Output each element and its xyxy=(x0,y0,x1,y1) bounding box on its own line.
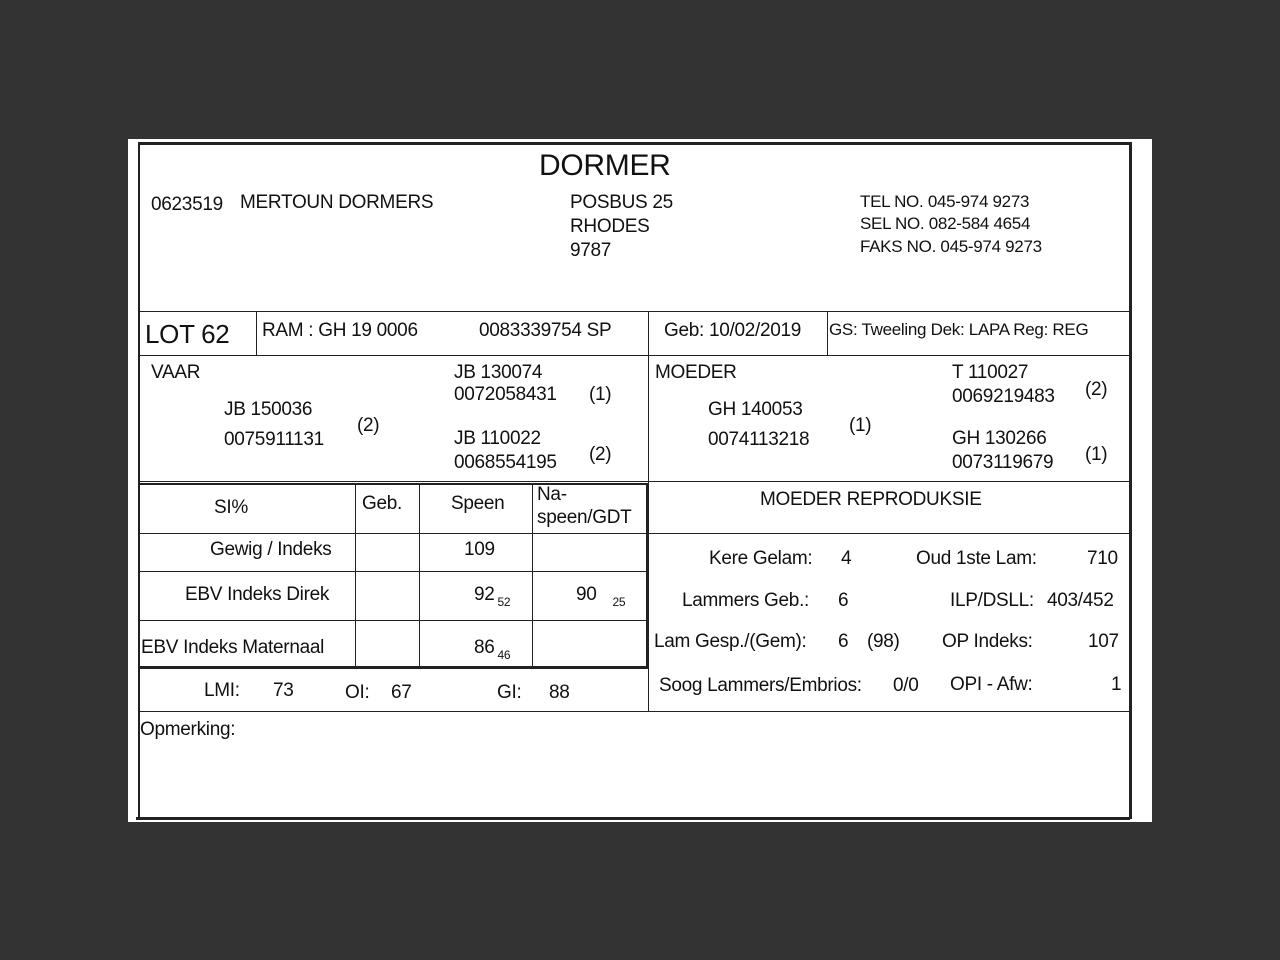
kere-value: 4 xyxy=(841,548,852,569)
oud-label: Oud 1ste Lam: xyxy=(916,548,1037,569)
page-title: DORMER xyxy=(539,149,671,182)
lot-number: LOT 62 xyxy=(145,319,230,349)
divider xyxy=(138,620,648,621)
divider xyxy=(138,355,1131,356)
vm-id: JB 110022 xyxy=(454,428,541,449)
ram-reg-no: 0083339754 SP xyxy=(479,320,612,341)
vm-n: (2) xyxy=(589,444,612,465)
mm-n: (1) xyxy=(1085,444,1108,465)
contact-line: SEL NO. 082-584 4654 xyxy=(860,214,1031,233)
kere-label: Kere Gelam: xyxy=(709,548,813,569)
mv-no: 0069219483 xyxy=(952,386,1055,407)
ilp-label: ILP/DSLL: xyxy=(950,590,1034,611)
breeder-id: 0623519 xyxy=(151,194,223,215)
divider xyxy=(138,711,1131,712)
accuracy: 46 xyxy=(497,648,511,662)
gi-label: GI: xyxy=(497,682,522,703)
na-value: 90 25 xyxy=(576,584,626,609)
vdivider xyxy=(648,311,649,711)
contact-line: TEL NO. 045-974 9273 xyxy=(860,192,1030,211)
opmerking-label: Opmerking: xyxy=(140,719,236,740)
value: 90 xyxy=(576,584,597,605)
vdivider xyxy=(419,484,420,667)
accuracy: 25 xyxy=(612,595,626,609)
gs-info: GS: Tweeling Dek: LAPA Reg: REG xyxy=(829,320,1089,339)
speen-value: 92 52 xyxy=(474,584,511,609)
gesp-label: Lam Gesp./(Gem): xyxy=(654,631,807,652)
address-line: RHODES xyxy=(570,216,650,237)
vaar-no: 0075911131 xyxy=(224,429,324,450)
row-label: EBV Indeks Maternaal xyxy=(141,637,325,658)
mm-id: GH 130266 xyxy=(952,428,1047,449)
divider xyxy=(138,481,1131,482)
op-label: OP Indeks: xyxy=(942,631,1033,652)
accuracy: 52 xyxy=(497,595,511,609)
ilp-value: 403/452 xyxy=(1047,590,1114,611)
mm-no: 0073119679 xyxy=(952,452,1054,473)
divider xyxy=(138,533,1131,534)
oi-value: 67 xyxy=(391,682,412,703)
mv-n: (2) xyxy=(1085,379,1108,400)
breeder-name: MERTOUN DORMERS xyxy=(240,192,434,213)
divider xyxy=(138,311,1131,312)
border-top xyxy=(138,142,1132,145)
ram-id: RAM : GH 19 0006 xyxy=(262,320,418,341)
lammers-label: Lammers Geb.: xyxy=(682,590,810,611)
oud-value: 710 xyxy=(1087,548,1118,569)
vdivider xyxy=(646,483,648,668)
speen-value: 86 46 xyxy=(474,637,511,662)
row-label: Gewig / Indeks xyxy=(210,539,332,560)
speen-value: 109 xyxy=(464,539,495,560)
soog-label: Soog Lammers/Embrios: xyxy=(659,675,862,696)
birth-date: Geb: 10/02/2019 xyxy=(664,320,802,341)
vdivider xyxy=(827,311,828,355)
header-na: Na- xyxy=(537,484,567,505)
border-bottom xyxy=(136,817,1130,820)
header-geb: Geb. xyxy=(362,493,402,514)
op-value: 107 xyxy=(1088,631,1119,652)
opi-value: 1 xyxy=(1111,674,1122,695)
oi-label: OI: xyxy=(345,682,370,703)
reproduksie-title: MOEDER REPRODUKSIE xyxy=(760,489,982,510)
border-left xyxy=(138,142,140,819)
opi-label: OPI - Afw: xyxy=(950,674,1033,695)
moeder-id: GH 140053 xyxy=(708,399,803,420)
divider xyxy=(138,483,648,485)
vdivider xyxy=(355,484,356,667)
divider xyxy=(138,571,648,572)
value: 92 xyxy=(474,584,495,605)
moeder-n: (1) xyxy=(849,415,872,436)
vv-no: 0072058431 xyxy=(454,384,557,405)
border-right xyxy=(1129,142,1132,819)
contact-line: FAKS NO. 045-974 9273 xyxy=(860,237,1042,256)
address-line: POSBUS 25 xyxy=(570,192,673,213)
row-label: EBV Indeks Direk xyxy=(185,584,330,605)
document-page xyxy=(128,139,1152,822)
vdivider xyxy=(256,311,257,355)
vv-id: JB 130074 xyxy=(454,362,543,383)
mv-id: T 110027 xyxy=(952,362,1029,383)
vaar-n: (2) xyxy=(357,415,380,436)
gem-value: (98) xyxy=(867,631,900,652)
header-naspeen: speen/GDT xyxy=(537,507,632,528)
moeder-no: 0074113218 xyxy=(708,429,810,450)
vaar-id: JB 150036 xyxy=(224,399,313,420)
vdivider xyxy=(532,484,533,667)
soog-value: 0/0 xyxy=(893,675,919,696)
value: 86 xyxy=(474,637,495,658)
address-line: 9787 xyxy=(570,240,612,261)
divider xyxy=(138,666,648,669)
header-speen: Speen xyxy=(451,493,505,514)
moeder-label: MOEDER xyxy=(655,362,737,383)
gi-value: 88 xyxy=(549,682,570,703)
vm-no: 0068554195 xyxy=(454,452,557,473)
lmi-value: 73 xyxy=(273,680,294,701)
lmi-label: LMI: xyxy=(204,680,240,701)
header-si: SI% xyxy=(214,497,248,518)
lammers-value: 6 xyxy=(838,590,849,611)
vv-n: (1) xyxy=(589,384,612,405)
gesp-value: 6 xyxy=(838,631,849,652)
vaar-label: VAAR xyxy=(151,362,201,383)
